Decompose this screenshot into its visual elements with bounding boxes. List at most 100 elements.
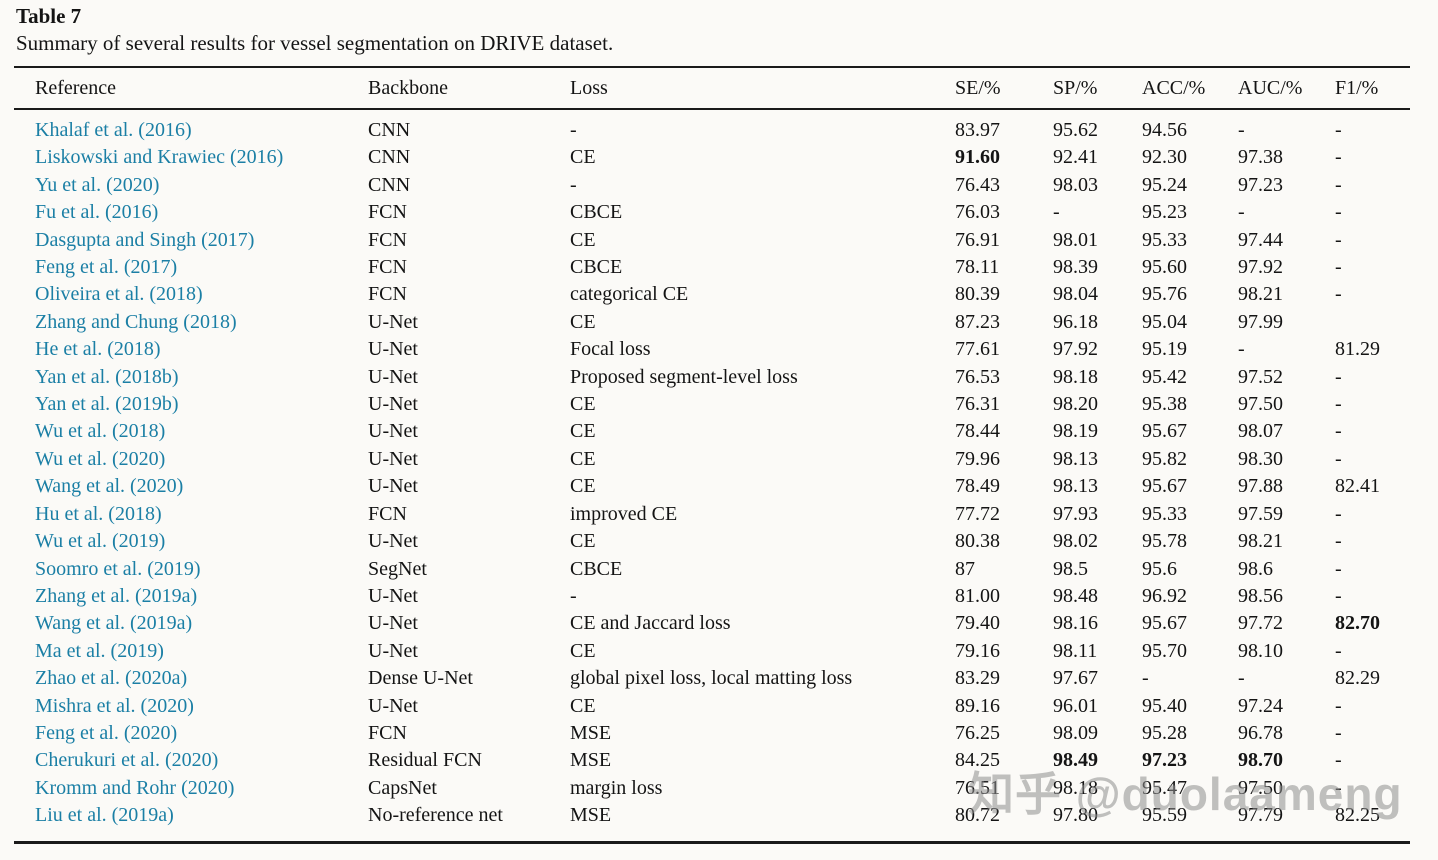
table-row: Yan et al. (2018b) U-Net Proposed segment-…	[14, 364, 1410, 391]
reference-link[interactable]: Cherukuri et al. (2020)	[35, 749, 219, 772]
reference-link[interactable]: Wu et al. (2020)	[35, 447, 166, 470]
table-row: Fu et al. (2016) FCN CBCE 76.03 - 95.23 - -	[14, 199, 1410, 226]
acc-cell: 95.59	[1142, 804, 1187, 827]
acc-cell: 95.82	[1142, 447, 1187, 470]
auc-cell: 96.78	[1238, 721, 1283, 744]
table-row: Yan et al. (2019b) U-Net CE 76.31 98.20 95.38…	[14, 391, 1410, 418]
se-cell: 87.23	[955, 310, 1000, 333]
auc-cell: 97.50	[1238, 776, 1283, 799]
reference-cell: Oliveira et al. (2018)	[14, 281, 368, 308]
reference-cell: Wu et al. (2019)	[14, 528, 368, 555]
sp-cell: 98.02	[1053, 530, 1098, 553]
backbone-cell: U-Net	[368, 447, 418, 470]
sp-cell: 98.11	[1053, 639, 1098, 662]
reference-link[interactable]: Kromm and Rohr (2020)	[35, 776, 235, 799]
auc-cell: 97.52	[1238, 365, 1283, 388]
backbone-cell: U-Net	[368, 393, 418, 416]
reference-cell: Wang et al. (2020)	[14, 473, 368, 500]
table-caption: Table 7 Summary of several results for v…	[0, 0, 1438, 57]
table-row: Ma et al. (2019) U-Net CE 79.16 98.11 95.70 98…	[14, 638, 1410, 665]
reference-link[interactable]: Hu et al. (2018)	[35, 502, 162, 525]
reference-link[interactable]: Oliveira et al. (2018)	[35, 283, 203, 306]
f1-cell: -	[1335, 173, 1342, 196]
reference-cell: Zhang and Chung (2018)	[14, 309, 368, 336]
reference-link[interactable]: Wang et al. (2019a)	[35, 612, 193, 635]
table-row: Soomro et al. (2019) SegNet CBCE 87 98.5 95.6…	[14, 556, 1410, 583]
reference-link[interactable]: Wang et al. (2020)	[35, 475, 184, 498]
loss-cell: CBCE	[570, 256, 623, 279]
sp-cell: 98.01	[1053, 228, 1098, 251]
reference-link[interactable]: Wu et al. (2019)	[35, 530, 166, 553]
f1-cell: -	[1335, 256, 1342, 279]
acc-cell: 95.60	[1142, 256, 1187, 279]
reference-link[interactable]: He et al. (2018)	[35, 338, 161, 361]
reference-link[interactable]: Liu et al. (2019a)	[35, 804, 174, 827]
table-row: Feng et al. (2020) FCN MSE 76.25 98.09 95.28 9…	[14, 720, 1410, 747]
sp-cell: 97.92	[1053, 338, 1098, 361]
column-header: F1/%	[1335, 76, 1379, 99]
backbone-cell: U-Net	[368, 639, 418, 662]
table-header-row: Reference Backbone Loss SE/% SP/% ACC/% AUC/% F…	[14, 67, 1410, 109]
table-head: Reference Backbone Loss SE/% SP/% ACC/% AUC/% F…	[14, 67, 1410, 109]
reference-cell: Fu et al. (2016)	[14, 199, 368, 226]
reference-link[interactable]: Khalaf et al. (2016)	[35, 119, 192, 141]
sp-cell: 98.18	[1053, 365, 1098, 388]
reference-link[interactable]: Zhao et al. (2020a)	[35, 667, 188, 690]
backbone-cell: SegNet	[368, 557, 427, 580]
reference-link[interactable]: Feng et al. (2020)	[35, 721, 178, 744]
acc-cell: -	[1142, 667, 1149, 690]
reference-link[interactable]: Zhang and Chung (2018)	[35, 310, 237, 333]
f1-cell: -	[1335, 201, 1342, 224]
auc-cell: 97.88	[1238, 475, 1283, 498]
f1-cell: -	[1335, 146, 1342, 169]
reference-link[interactable]: Yu et al. (2020)	[35, 173, 160, 196]
reference-cell: Khalaf et al. (2016)	[14, 109, 368, 144]
reference-link[interactable]: Soomro et al. (2019)	[35, 557, 201, 580]
f1-cell: -	[1335, 502, 1342, 525]
reference-link[interactable]: Feng et al. (2017)	[35, 256, 178, 279]
reference-link[interactable]: Zhang et al. (2019a)	[35, 584, 198, 607]
loss-cell: CE	[570, 310, 596, 333]
table-row: Cherukuri et al. (2020) Residual FCN MSE 84…	[14, 747, 1410, 774]
reference-cell: Soomro et al. (2019)	[14, 556, 368, 583]
table-row: Liu et al. (2019a) No-reference net MSE 80.…	[14, 802, 1410, 842]
backbone-cell: Residual FCN	[368, 749, 482, 772]
acc-cell: 95.67	[1142, 475, 1187, 498]
acc-cell: 95.78	[1142, 530, 1187, 553]
table-row: Wu et al. (2020) U-Net CE 79.96 98.13 95.82 98…	[14, 446, 1410, 473]
loss-cell: categorical CE	[570, 283, 689, 306]
sp-cell: 95.62	[1053, 119, 1098, 141]
reference-link[interactable]: Fu et al. (2016)	[35, 201, 159, 224]
reference-link[interactable]: Yan et al. (2018b)	[35, 365, 179, 388]
reference-link[interactable]: Dasgupta and Singh (2017)	[35, 228, 255, 251]
reference-cell: Feng et al. (2020)	[14, 720, 368, 747]
reference-link[interactable]: Ma et al. (2019)	[35, 639, 164, 662]
se-cell: 81.00	[955, 584, 1000, 607]
backbone-cell: FCN	[368, 256, 407, 279]
auc-cell: -	[1238, 119, 1245, 141]
loss-cell: Focal loss	[570, 338, 651, 361]
backbone-cell: U-Net	[368, 420, 418, 443]
auc-cell: 97.38	[1238, 146, 1283, 169]
loss-cell: improved CE	[570, 502, 678, 525]
loss-cell: CBCE	[570, 201, 623, 224]
reference-cell: Feng et al. (2017)	[14, 254, 368, 281]
se-cell: 80.39	[955, 283, 1000, 306]
reference-link[interactable]: Yan et al. (2019b)	[35, 393, 179, 416]
se-cell: 89.16	[955, 694, 1000, 717]
reference-link[interactable]: Wu et al. (2018)	[35, 420, 166, 443]
se-cell: 80.38	[955, 530, 1000, 553]
reference-link[interactable]: Mishra et al. (2020)	[35, 694, 194, 717]
loss-cell: CE	[570, 420, 596, 443]
reference-link[interactable]: Liskowski and Krawiec (2016)	[35, 146, 284, 169]
sp-cell: 98.03	[1053, 173, 1098, 196]
f1-cell: -	[1335, 365, 1342, 388]
loss-cell: MSE	[570, 721, 612, 744]
backbone-cell: U-Net	[368, 338, 418, 361]
auc-cell: 97.44	[1238, 228, 1283, 251]
auc-cell: 98.21	[1238, 283, 1283, 306]
backbone-cell: U-Net	[368, 694, 418, 717]
se-cell: 76.91	[955, 228, 1000, 251]
loss-cell: CE and Jaccard loss	[570, 612, 731, 635]
auc-cell: 97.72	[1238, 612, 1283, 635]
